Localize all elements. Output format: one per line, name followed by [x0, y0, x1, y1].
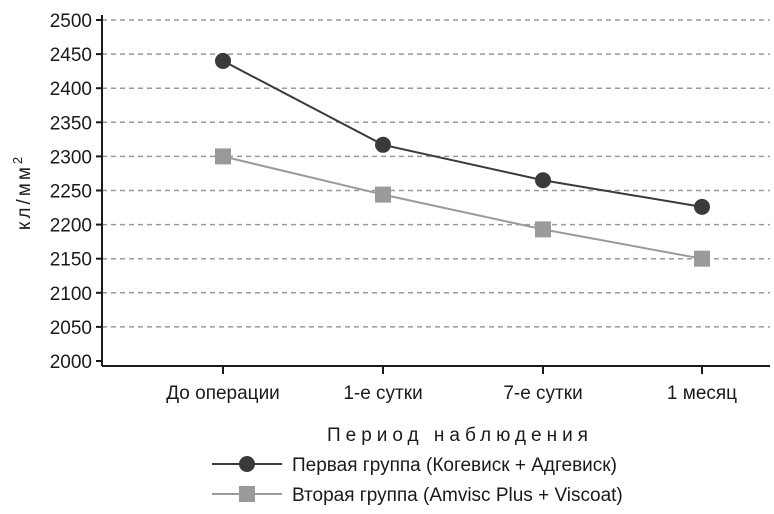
data-point-square	[694, 250, 710, 267]
legend-label: Первая группа (Когевиск + Адгевиск)	[292, 455, 617, 476]
x-tick-label: 7-е сутки	[503, 383, 582, 404]
data-point-square	[535, 221, 551, 238]
series-line	[222, 60, 703, 208]
y-tick-label: 2050	[50, 318, 92, 339]
data-point-square	[375, 186, 391, 203]
x-tick-label: 1 месяц	[667, 383, 737, 404]
y-tick-label: 2150	[50, 250, 92, 271]
y-tick-label: 2000	[50, 352, 92, 373]
x-tick-labels: До операции 1-е сутки 7-е сутки 1 месяц	[166, 366, 737, 404]
x-tick-label: До операции	[166, 383, 280, 404]
y-tick-label: 2100	[50, 284, 92, 305]
grid-lines	[102, 19, 770, 328]
legend-marker-square	[239, 486, 255, 502]
y-axis-title: кл/мм2	[10, 154, 35, 230]
y-tick-label: 2400	[50, 79, 92, 100]
legend-marker-circle	[239, 456, 255, 472]
data-point-circle	[215, 52, 231, 69]
y-tick-label: 2500	[50, 11, 92, 32]
legend: Первая группа (Когевиск + Адгевиск) Втора…	[212, 455, 623, 506]
data-point-circle	[375, 136, 391, 153]
x-tick-label: 1-е сутки	[343, 383, 422, 404]
y-axis-title-text: кл/мм	[14, 164, 35, 230]
y-axis-title-superscript: 2	[10, 154, 25, 164]
series-line	[222, 155, 703, 260]
y-tick-label: 2450	[50, 45, 92, 66]
data-point-circle	[694, 198, 710, 215]
y-tick-label: 2350	[50, 113, 92, 134]
series-group	[215, 52, 710, 267]
x-axis-title: Период наблюдения	[327, 425, 593, 446]
y-tick-label: 2300	[50, 147, 92, 168]
y-tick-label: 2250	[50, 182, 92, 203]
legend-label: Вторая группа (Amvisc Plus + Viscoat)	[292, 485, 623, 506]
data-point-square	[215, 148, 231, 165]
data-point-circle	[535, 172, 551, 189]
y-tick-label: 2200	[50, 216, 92, 237]
y-tick-labels: 2000 2050 2100 2150 2200 2250 2300 2350 2400 2450…	[50, 11, 102, 373]
